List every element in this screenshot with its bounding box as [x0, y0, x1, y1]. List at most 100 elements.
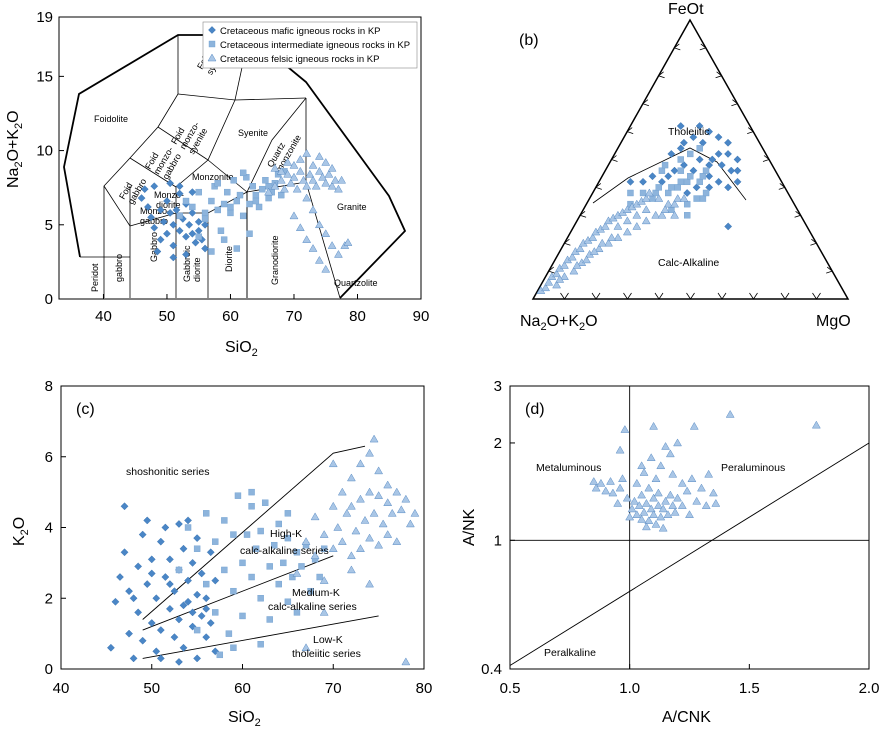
felsic-point [637, 490, 647, 499]
felsic-point [321, 157, 331, 166]
intermediate-point [193, 545, 201, 552]
felsic-point [665, 490, 675, 499]
felsic-point [289, 160, 299, 169]
afm-tick [591, 292, 601, 300]
mafic-point [648, 172, 657, 181]
field-medium-k: Medium-K calc-alkaline series [268, 587, 357, 613]
panel-a-ticks: 40 50 60 70 80 90 0 5 10 15 19 [36, 9, 429, 325]
x-tick-label: 70 [325, 680, 342, 697]
felsic-point [327, 241, 337, 249]
panel-a-frame [58, 16, 422, 300]
panel-a-legend: Cretaceous mafic igneous rocks in KP Cre… [202, 21, 418, 69]
afm-tick [563, 238, 571, 246]
felsic-point [622, 493, 632, 502]
felsic-point [396, 505, 406, 514]
field-granite: Granite [337, 202, 367, 212]
felsic-point [596, 478, 606, 487]
mafic-point [166, 580, 174, 588]
afm-tick [731, 99, 739, 107]
felsic-point [310, 551, 320, 560]
felsic-point [301, 537, 311, 545]
felsic-point [365, 448, 374, 457]
afm-tick [747, 127, 755, 134]
mafic-point [664, 172, 673, 181]
afm-tick [749, 292, 758, 300]
field-gabbroic-diorite: Gabbroicdiorite [182, 245, 202, 282]
felsic-point [337, 537, 347, 545]
mafic-point [175, 658, 183, 666]
felsic-point [679, 194, 689, 202]
field-calc-alkaline: Calc-Alkaline [658, 257, 719, 269]
mafic-point [194, 217, 203, 226]
felsic-point [308, 160, 318, 169]
afm-tick [594, 183, 602, 190]
mafic-point [724, 138, 732, 147]
intermediate-point [668, 206, 675, 213]
intermediate-point [702, 189, 710, 197]
mafic-point [705, 172, 714, 181]
felsic-point [601, 486, 611, 495]
field-low-k: Low-K tholeiitic series [292, 634, 361, 660]
intermediate-point [246, 230, 253, 237]
felsic-point [665, 449, 675, 458]
felsic-point [651, 519, 661, 528]
mafic-point [163, 197, 171, 205]
felsic-point [302, 193, 312, 202]
mafic-point [138, 530, 147, 539]
panel-b-points [536, 122, 742, 294]
felsic-point [615, 483, 625, 492]
field-diorite: Diorite [224, 246, 234, 272]
legend-intermediate: Cretaceous intermediate igneous rocks in… [220, 40, 410, 51]
felsic-point [365, 533, 374, 542]
mafic-point [140, 185, 149, 194]
felsic-point [318, 172, 327, 181]
felsic-point [330, 175, 340, 184]
afm-tick [623, 292, 632, 300]
felsic-point [607, 233, 617, 241]
felsic-point [649, 421, 659, 430]
mafic-point [147, 569, 156, 578]
mafic-point [169, 220, 178, 229]
x-tick-label: 90 [413, 308, 430, 325]
intermediate-point [665, 189, 672, 197]
felsic-point [661, 442, 670, 450]
intermediate-point [239, 169, 247, 177]
felsic-point [321, 264, 331, 273]
intermediate-point [271, 541, 278, 549]
felsic-point [711, 498, 721, 507]
felsic-point [673, 493, 682, 502]
felsic-point [649, 510, 659, 518]
felsic-point [401, 657, 411, 666]
mafic-point [169, 253, 178, 262]
mafic-point [163, 229, 171, 238]
felsic-point [311, 181, 321, 190]
afm-tick [626, 127, 634, 134]
felsic-point [632, 221, 642, 230]
x-tick-label: 2.0 [859, 680, 880, 697]
field-peralkaline: Peralkaline [544, 647, 596, 659]
intermediate-point [182, 197, 190, 205]
felsic-point [613, 498, 623, 507]
intermediate-point [293, 549, 301, 556]
mafic-point [175, 520, 183, 528]
intermediate-point [266, 616, 273, 623]
mafic-point [185, 220, 194, 229]
felsic-point [337, 487, 347, 496]
intermediate-point [289, 573, 296, 581]
field-gabbro: Gabbro [149, 232, 159, 262]
felsic-point [692, 496, 702, 505]
intermediate-point [255, 203, 263, 211]
felsic-point [334, 249, 343, 258]
intermediate-point [249, 182, 256, 190]
felsic-point [369, 434, 379, 443]
panel-label-b: (b) [519, 32, 539, 49]
intermediate-point [248, 503, 255, 510]
felsic-point [369, 508, 379, 517]
y-tick-label: 0 [45, 661, 53, 678]
felsic-point [657, 210, 667, 219]
mafic-point [724, 183, 732, 192]
felsic-point [725, 409, 735, 418]
mafic-point [695, 122, 704, 130]
felsic-point [670, 210, 680, 219]
felsic-point [697, 483, 706, 492]
